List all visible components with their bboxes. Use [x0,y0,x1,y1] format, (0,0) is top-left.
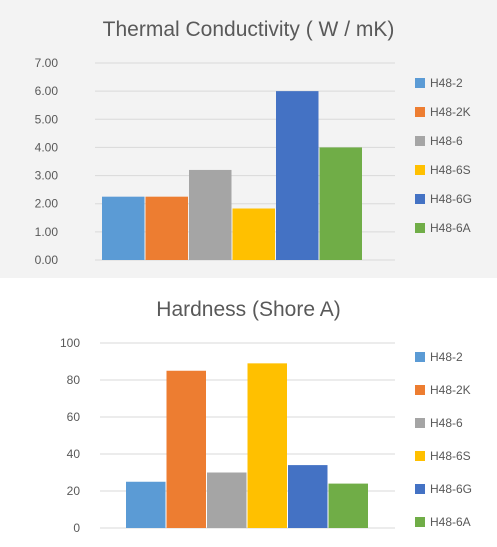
bar-h48-6a [328,483,368,528]
legend-swatch [415,223,425,233]
legend-label: H48-6G [430,482,472,496]
chart-title: Hardness (Shore A) [156,298,341,321]
y-tick-label: 7.00 [35,56,59,70]
bar-h48-6g [276,91,319,261]
bar-h48-2k [145,196,188,260]
bar-h48-6a [319,147,362,260]
y-tick-label: 4.00 [35,140,59,154]
legend-label: H48-2 [430,76,463,90]
bar-h48-6s [232,208,275,260]
hardness-plot: 0 20 40 60 80 100 H48-2 H48-2K H48-6 H48-6S H48-6G… [60,336,472,535]
legend-swatch [415,451,425,461]
legend-label: H48-6A [430,515,471,529]
y-tick-label: 80 [67,373,81,387]
bar-h48-2k [166,370,206,528]
bar-h48-6g [288,465,328,528]
y-tick-label: 3.00 [35,169,59,183]
legend-swatch [415,165,425,175]
y-tick-label: 100 [60,336,80,350]
legend-label: H48-6 [430,416,463,430]
legend-swatch [415,107,425,117]
legend-label: H48-2K [430,105,471,119]
y-tick-label: 6.00 [35,84,59,98]
legend-swatch [415,385,425,395]
legend-swatch [415,418,425,428]
bar-h48-2 [102,196,145,260]
bar-h48-6 [207,472,247,528]
y-tick-label: 0 [73,521,80,535]
legend-swatch [415,352,425,362]
legend-swatch [415,78,425,88]
legend-label: H48-6S [430,449,471,463]
y-tick-label: 0.00 [35,253,59,267]
y-tick-label: 1.00 [35,225,59,239]
thermal-conductivity-plot: 0.00 1.00 2.00 3.00 4.00 5.00 6.00 7.00 H48-2 H48… [35,56,472,267]
chart-title: Thermal Conductivity ( W / mK) [102,18,395,41]
hardness-chart: Hardness (Shore A) 0 20 40 60 80 100 H48-2 H48-… [0,284,497,547]
legend-swatch [415,484,425,494]
bar-h48-6 [189,169,232,260]
legend-swatch [415,517,425,527]
y-tick-label: 5.00 [35,112,59,126]
y-tick-label: 20 [67,484,81,498]
bar-h48-6s [247,363,287,528]
y-tick-label: 60 [67,410,81,424]
legend-label: H48-6G [430,192,472,206]
legend-swatch [415,136,425,146]
thermal-conductivity-chart: Thermal Conductivity ( W / mK) 0.00 1.00 2… [0,0,497,278]
y-tick-label: 2.00 [35,197,59,211]
legend-label: H48-2K [430,383,471,397]
legend-label: H48-2 [430,350,463,364]
legend-label: H48-6S [430,163,471,177]
y-tick-label: 40 [67,447,81,461]
legend-swatch [415,194,425,204]
bar-h48-2 [126,481,166,528]
legend-label: H48-6A [430,221,471,235]
legend-label: H48-6 [430,134,463,148]
